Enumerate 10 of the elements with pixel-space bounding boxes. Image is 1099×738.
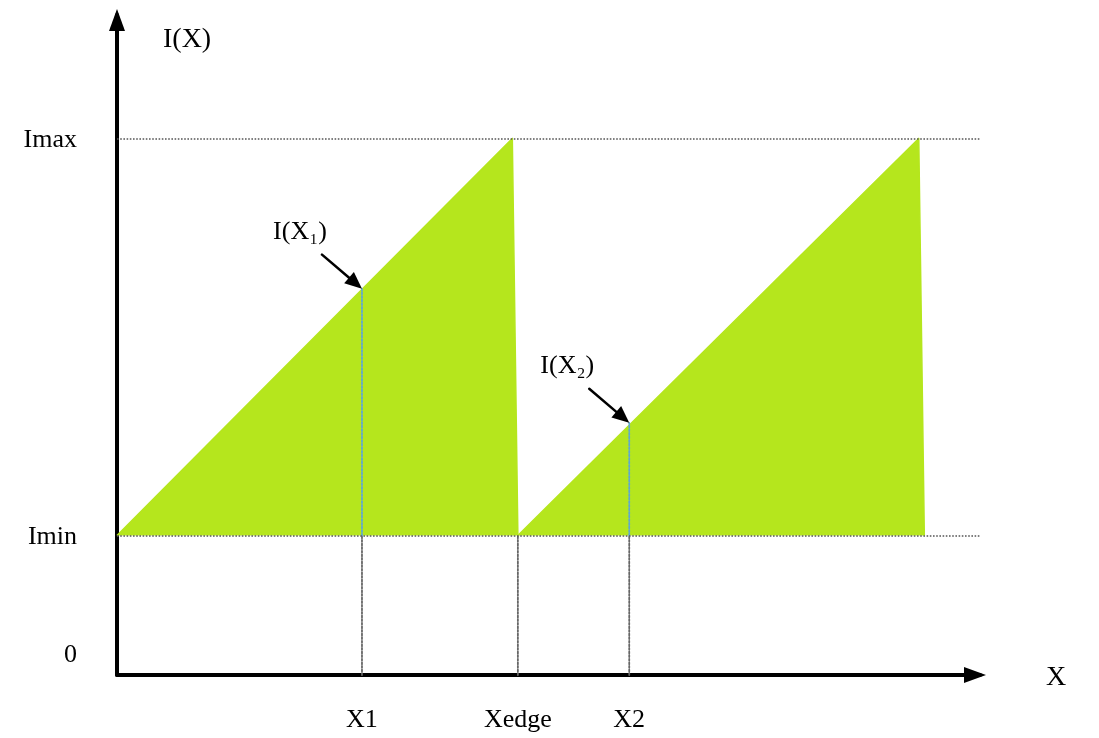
- x-tick-label: X2: [613, 703, 646, 733]
- ref-line-label: Imin: [27, 520, 77, 550]
- x-tick-label: Xedge: [483, 703, 552, 733]
- text: 0: [64, 638, 77, 668]
- annotation: I(X₂): [540, 350, 595, 380]
- annotation: I(X₁): [273, 216, 327, 246]
- x-tick-label: X1: [346, 703, 378, 733]
- y-axis-title: I(X): [163, 21, 212, 53]
- ref-line-label: Imax: [23, 123, 77, 153]
- x-axis-title: X: [1046, 659, 1067, 691]
